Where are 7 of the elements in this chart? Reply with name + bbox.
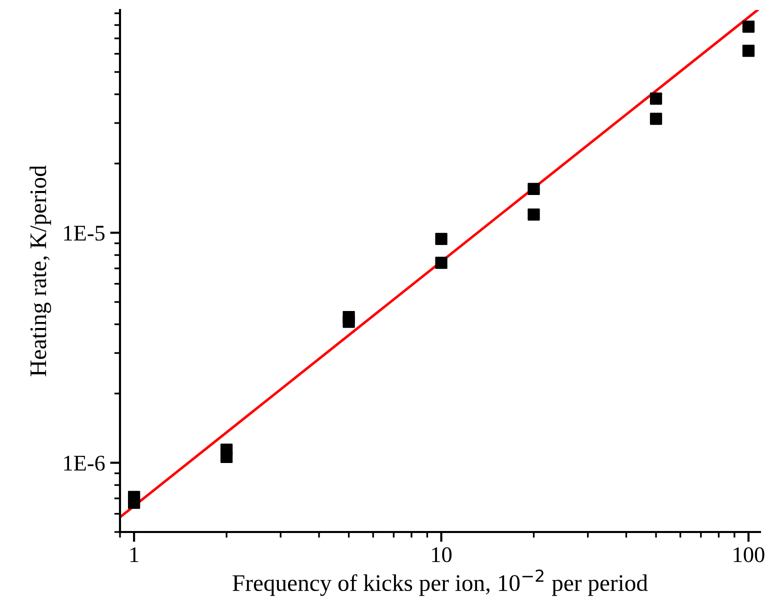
- y-tick-label: 1E-6: [64, 456, 105, 471]
- y-axis-title: Heating rate, K/period: [30, 165, 52, 376]
- x-tick-label: 100: [734, 547, 764, 562]
- y-tick-label: 1E-5: [64, 226, 105, 241]
- x-tick-label: 1: [130, 547, 138, 562]
- x-tick-label: 10: [432, 547, 452, 562]
- x-axis-title: Frequency of kicks per ion, 10$^{−2}$ per period: [232, 570, 648, 596]
